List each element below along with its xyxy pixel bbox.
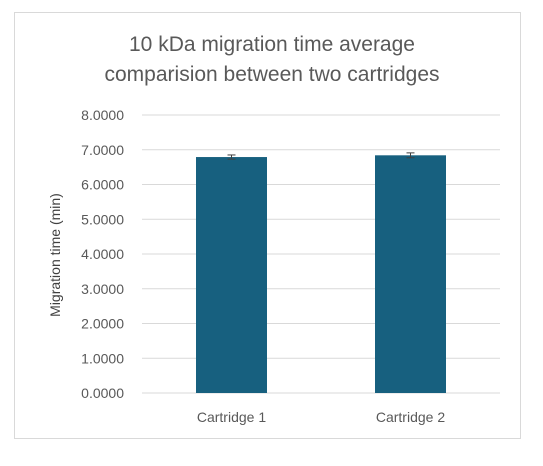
chart-title-line-1: 10 kDa migration time average [129, 33, 415, 56]
x-tick-label: Cartridge 1 [197, 409, 266, 425]
y-tick-label: 8.0000 [81, 107, 124, 123]
bar [196, 157, 267, 393]
y-tick-label: 5.0000 [81, 211, 124, 227]
y-tick-label: 6.0000 [81, 177, 124, 193]
y-tick-label: 2.0000 [81, 316, 124, 332]
bar [375, 155, 446, 393]
y-axis-label: Migration time (min) [47, 193, 63, 317]
y-tick-label: 3.0000 [81, 281, 124, 297]
chart-title-line-2: comparision between two cartridges [105, 63, 440, 86]
x-tick-label: Cartridge 2 [376, 409, 445, 425]
y-tick-label: 4.0000 [81, 246, 124, 262]
y-tick-label: 1.0000 [81, 350, 124, 366]
y-tick-label: 7.0000 [81, 142, 124, 158]
y-tick-label: 0.0000 [81, 385, 124, 401]
